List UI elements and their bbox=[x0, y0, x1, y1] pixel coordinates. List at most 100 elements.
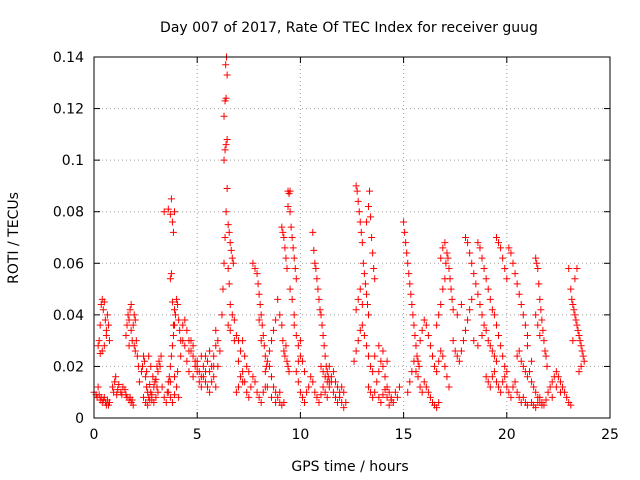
data-point bbox=[283, 264, 291, 272]
data-point bbox=[167, 352, 175, 360]
data-point bbox=[255, 393, 263, 401]
data-point bbox=[175, 316, 183, 324]
data-point bbox=[274, 295, 282, 303]
data-point bbox=[521, 321, 529, 329]
data-point bbox=[543, 362, 551, 370]
y-axis-ticks: 0 0.02 0.04 0.06 0.08 0.1 0.12 0.14 bbox=[53, 50, 610, 427]
data-point bbox=[197, 383, 205, 391]
data-point bbox=[501, 362, 509, 370]
data-point bbox=[315, 399, 323, 407]
data-point bbox=[223, 136, 231, 144]
data-point bbox=[360, 331, 368, 339]
data-point bbox=[166, 378, 174, 386]
data-point bbox=[338, 383, 346, 391]
data-point bbox=[354, 295, 362, 303]
data-point bbox=[413, 352, 421, 360]
data-point bbox=[492, 321, 500, 329]
data-point bbox=[474, 342, 482, 350]
data-point bbox=[251, 264, 259, 272]
data-point bbox=[513, 352, 521, 360]
data-point bbox=[446, 275, 454, 283]
data-point bbox=[362, 342, 370, 350]
data-point bbox=[505, 388, 513, 396]
data-point bbox=[276, 388, 284, 396]
data-point bbox=[170, 208, 178, 216]
data-point bbox=[292, 275, 300, 283]
data-point bbox=[532, 388, 540, 396]
data-point bbox=[149, 373, 157, 381]
data-point bbox=[572, 316, 580, 324]
data-point bbox=[321, 352, 329, 360]
data-point bbox=[146, 396, 154, 404]
data-point bbox=[179, 337, 187, 345]
data-point bbox=[290, 311, 298, 319]
data-point bbox=[227, 246, 235, 254]
data-point bbox=[232, 388, 240, 396]
data-point bbox=[511, 378, 519, 386]
data-point bbox=[418, 326, 426, 334]
x-axis-ticks: 0 5 10 15 20 25 bbox=[90, 57, 619, 443]
data-point bbox=[501, 373, 509, 381]
data-point bbox=[488, 306, 496, 314]
data-point bbox=[274, 393, 282, 401]
data-point bbox=[509, 383, 517, 391]
data-point bbox=[237, 347, 245, 355]
data-point bbox=[385, 388, 393, 396]
data-point bbox=[104, 321, 112, 329]
data-point bbox=[167, 195, 175, 203]
data-point bbox=[279, 337, 287, 345]
data-point bbox=[96, 350, 104, 358]
data-point bbox=[548, 378, 556, 386]
x-tick-label: 25 bbox=[601, 427, 619, 443]
data-point bbox=[537, 306, 545, 314]
x-axis-label: GPS time / hours bbox=[291, 459, 408, 475]
data-point bbox=[278, 223, 286, 231]
data-point bbox=[443, 249, 451, 257]
data-point bbox=[375, 368, 383, 376]
data-point bbox=[412, 342, 420, 350]
data-point bbox=[317, 362, 325, 370]
data-point bbox=[403, 249, 411, 257]
data-point bbox=[435, 357, 443, 365]
data-point bbox=[280, 399, 288, 407]
data-point bbox=[365, 383, 373, 391]
data-point bbox=[102, 331, 110, 339]
data-point bbox=[517, 301, 525, 309]
data-point bbox=[265, 362, 273, 370]
data-point bbox=[253, 388, 261, 396]
data-point bbox=[387, 396, 395, 404]
data-point bbox=[573, 321, 581, 329]
data-point bbox=[420, 378, 428, 386]
data-point bbox=[369, 393, 377, 401]
data-point bbox=[367, 213, 375, 221]
data-point bbox=[426, 342, 434, 350]
data-point bbox=[127, 326, 135, 334]
data-point bbox=[492, 234, 500, 241]
data-point bbox=[270, 326, 278, 334]
data-point bbox=[441, 239, 449, 247]
data-point bbox=[309, 378, 317, 386]
data-point bbox=[495, 239, 503, 247]
data-point bbox=[288, 295, 296, 303]
data-point bbox=[379, 347, 387, 355]
data-point bbox=[377, 357, 385, 365]
y-tick-label: 0.02 bbox=[53, 359, 84, 375]
data-point bbox=[255, 316, 263, 324]
data-point bbox=[503, 275, 511, 283]
data-point bbox=[294, 357, 302, 365]
data-point bbox=[395, 383, 403, 391]
data-point bbox=[354, 337, 362, 345]
data-point bbox=[321, 373, 329, 381]
data-point bbox=[541, 347, 549, 355]
data-point bbox=[497, 388, 505, 396]
data-point bbox=[162, 399, 170, 407]
data-point bbox=[352, 182, 360, 190]
data-point bbox=[228, 254, 236, 262]
data-point bbox=[466, 249, 474, 257]
data-point bbox=[249, 259, 257, 267]
data-point bbox=[279, 228, 287, 236]
data-point bbox=[482, 326, 490, 334]
data-point bbox=[523, 373, 531, 381]
data-point bbox=[260, 342, 268, 350]
data-point bbox=[220, 112, 228, 120]
